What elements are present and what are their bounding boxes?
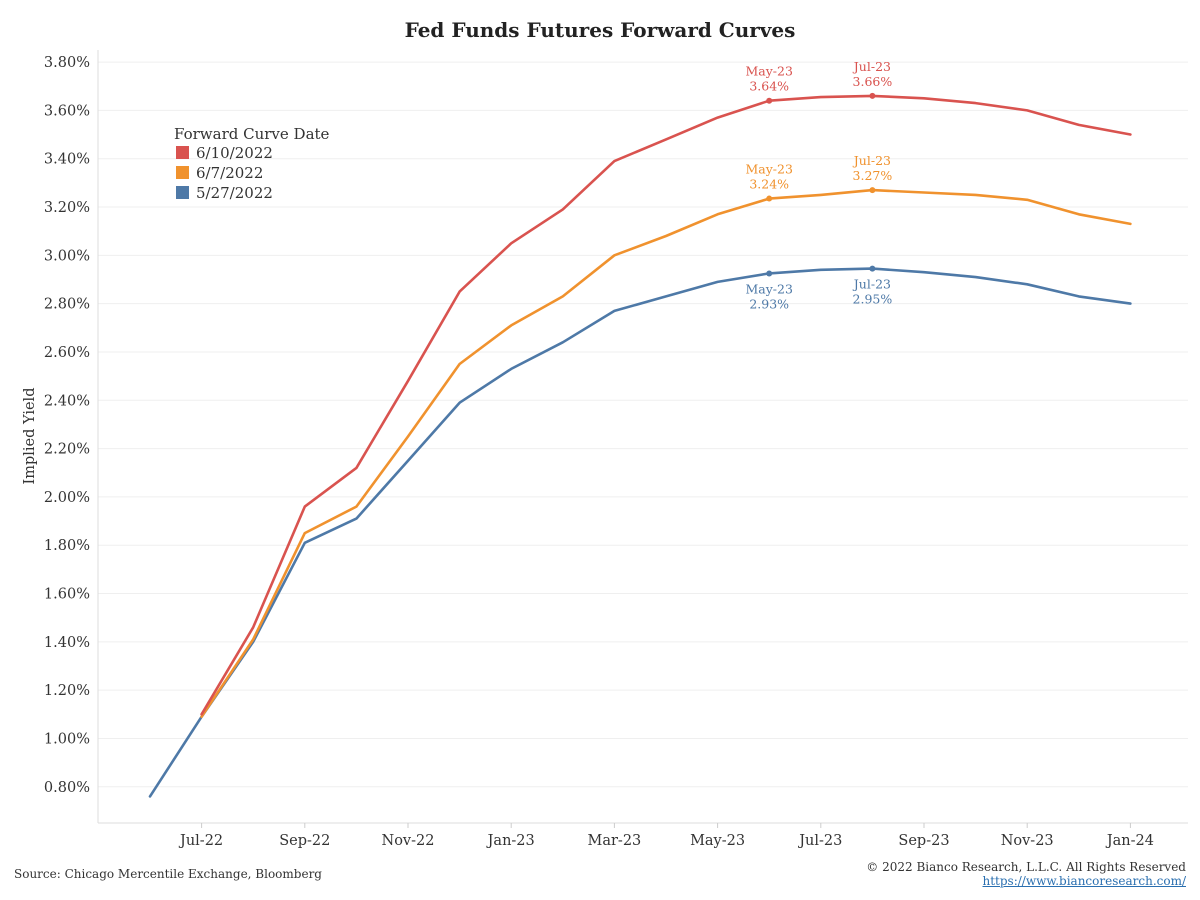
y-tick-label: 1.60%: [44, 587, 90, 603]
annotation-value: 3.24%: [749, 177, 789, 192]
legend-label: 6/10/2022: [196, 144, 273, 162]
legend-label: 5/27/2022: [196, 184, 273, 202]
annotation-month: May-23: [745, 64, 792, 79]
annotations: May-233.64%Jul-233.66%May-233.24%Jul-233…: [745, 59, 892, 312]
source-note: Source: Chicago Mercentile Exchange, Blo…: [14, 867, 322, 881]
annotation-value: 3.64%: [749, 79, 789, 94]
legend-swatch: [176, 186, 189, 199]
annotation-month: Jul-23: [852, 277, 891, 292]
website-link[interactable]: https://www.biancoresearch.com/: [982, 874, 1186, 888]
series-line: [200, 188, 1132, 719]
legend: Forward Curve Date 6/10/2022 6/7/2022 5/27…: [174, 125, 330, 202]
y-tick-label: 1.80%: [44, 538, 90, 554]
y-tick-label: 3.60%: [44, 103, 90, 119]
copyright-text: © 2022 Bianco Research, L.L.C. All Right…: [866, 860, 1186, 874]
annotation-value: 2.93%: [749, 296, 789, 311]
y-tick-label: 3.40%: [44, 152, 90, 168]
legend-swatch: [176, 166, 189, 179]
annotation-point: [869, 187, 876, 194]
y-tick-label: 2.60%: [44, 345, 90, 361]
annotation-value: 3.66%: [853, 74, 893, 89]
y-tick-label: 3.80%: [44, 55, 90, 71]
x-axis-ticks: Jul-22 Sep-22 Nov-22 Jan-23 Mar-23 May-23 Jul-…: [178, 823, 1154, 849]
y-tick-label: 2.20%: [44, 442, 90, 458]
annotation-month: May-23: [745, 281, 792, 296]
copyright-block: © 2022 Bianco Research, L.L.C. All Right…: [866, 860, 1186, 888]
annotation-point: [766, 195, 773, 202]
x-tick-label: May-23: [690, 833, 745, 849]
x-tick-label: Sep-22: [279, 833, 330, 849]
y-tick-label: 2.80%: [44, 297, 90, 313]
x-tick-label: Jul-23: [797, 833, 842, 849]
x-tick-label: Jul-22: [178, 833, 223, 849]
x-tick-label: Jan-24: [1105, 833, 1154, 849]
annotation-month: May-23: [745, 162, 792, 177]
series-lines: [148, 94, 1132, 798]
y-tick-label: 3.00%: [44, 248, 90, 264]
annotation-month: Jul-23: [852, 59, 891, 74]
annotation-point: [869, 92, 876, 99]
annotation-month: Jul-23: [852, 153, 891, 168]
series-line: [148, 267, 1132, 798]
annotation-point: [869, 265, 876, 272]
y-tick-label: 2.00%: [44, 490, 90, 506]
y-axis-label: Implied Yield: [22, 388, 38, 485]
series-line: [200, 94, 1132, 716]
y-tick-label: 1.20%: [44, 683, 90, 699]
y-axis-ticks: 0.80% 1.00% 1.20% 1.40% 1.60% 1.80% 2.00% 2.20%…: [44, 55, 90, 796]
x-tick-label: Nov-23: [1001, 833, 1054, 849]
annotation-value: 2.95%: [853, 292, 893, 307]
annotation-point: [766, 270, 773, 277]
x-tick-label: Sep-23: [898, 833, 949, 849]
legend-swatch: [176, 146, 189, 159]
annotation-value: 3.27%: [853, 168, 893, 183]
annotation-point: [766, 97, 773, 104]
x-tick-label: Nov-22: [382, 833, 435, 849]
y-tick-label: 0.80%: [44, 780, 90, 796]
y-tick-label: 3.20%: [44, 200, 90, 216]
x-tick-label: Jan-23: [486, 833, 535, 849]
legend-label: 6/7/2022: [196, 164, 263, 182]
y-tick-label: 2.40%: [44, 393, 90, 409]
y-tick-label: 1.40%: [44, 635, 90, 651]
y-tick-label: 1.00%: [44, 731, 90, 747]
x-tick-label: Mar-23: [588, 833, 642, 849]
grid: [98, 61, 1188, 788]
chart-title: Fed Funds Futures Forward Curves: [405, 18, 796, 42]
legend-title: Forward Curve Date: [174, 125, 330, 143]
